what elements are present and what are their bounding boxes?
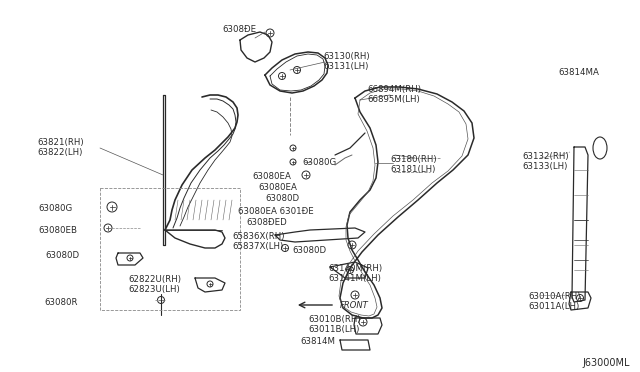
Text: 63821(RH)
63822(LH): 63821(RH) 63822(LH) — [37, 138, 84, 157]
Text: 6308ÐE: 6308ÐE — [222, 25, 256, 34]
Text: 63180(RH)
63181(LH): 63180(RH) 63181(LH) — [390, 155, 436, 174]
Text: FRONT: FRONT — [340, 301, 369, 310]
Text: 63080EA: 63080EA — [252, 172, 291, 181]
Text: 6308ÐED: 6308ÐED — [246, 218, 287, 227]
Text: 63080D: 63080D — [292, 246, 326, 255]
Text: 63080EA: 63080EA — [258, 183, 297, 192]
Text: 63814M: 63814M — [300, 337, 335, 346]
Text: 62822U(RH)
62823U(LH): 62822U(RH) 62823U(LH) — [128, 275, 181, 294]
Text: 63080D: 63080D — [265, 194, 299, 203]
Text: 63080R: 63080R — [44, 298, 77, 307]
Text: 66894M(RH)
66895M(LH): 66894M(RH) 66895M(LH) — [367, 85, 421, 105]
Text: 63080G: 63080G — [38, 204, 72, 213]
Text: 63132(RH)
63133(LH): 63132(RH) 63133(LH) — [522, 152, 568, 171]
Text: 63080G: 63080G — [302, 158, 336, 167]
Text: 63080EA 6301ÐE: 63080EA 6301ÐE — [238, 207, 314, 216]
Text: 63010A(RH)
63011A(LH): 63010A(RH) 63011A(LH) — [528, 292, 580, 311]
Text: 63080EB: 63080EB — [38, 226, 77, 235]
Text: 63140M(RH)
63141M(LH): 63140M(RH) 63141M(LH) — [328, 264, 382, 283]
Text: 63130(RH)
63131(LH): 63130(RH) 63131(LH) — [323, 52, 370, 71]
Text: J63000ML: J63000ML — [582, 358, 630, 368]
Text: 63814MA: 63814MA — [558, 68, 599, 77]
Text: 63010B(RH)
63011B(LH): 63010B(RH) 63011B(LH) — [308, 315, 360, 334]
Text: 65836X(RH)
65837X(LH): 65836X(RH) 65837X(LH) — [232, 232, 285, 251]
Text: 63080D: 63080D — [45, 251, 79, 260]
